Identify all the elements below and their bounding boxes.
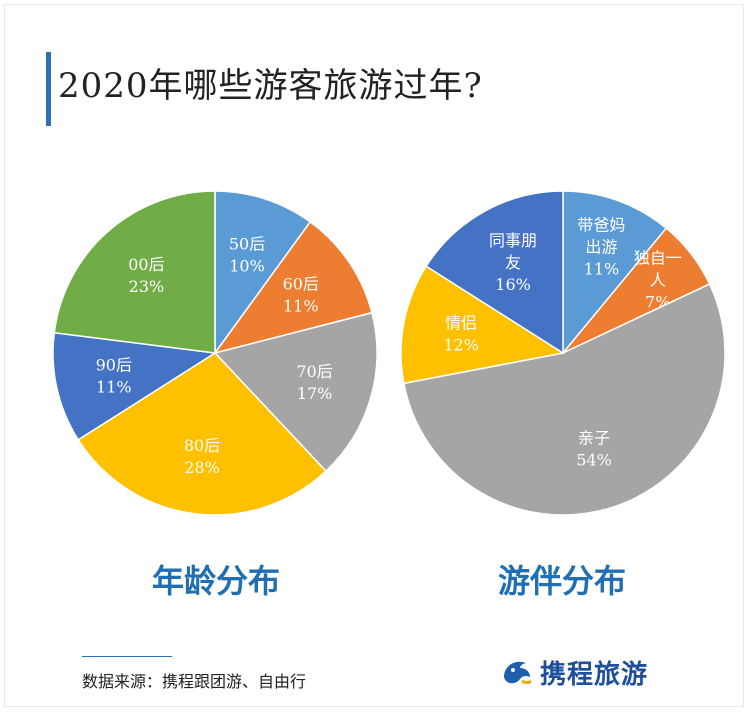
logo-text: 携程旅游	[540, 659, 649, 690]
card-frame	[4, 4, 744, 707]
slice-category-label: 同事朋	[489, 231, 537, 250]
slice-percent-label: 16%	[495, 275, 531, 294]
slice-category-label: 80后	[184, 436, 220, 455]
pie-slice	[52, 331, 218, 441]
pie-slice	[77, 352, 327, 516]
slice-percent-label: 11%	[584, 259, 620, 278]
slice-percent-label: 11%	[96, 378, 132, 397]
pie-slice	[213, 220, 373, 355]
slice-percent-label: 11%	[283, 297, 319, 316]
slice-category-label: 70后	[296, 362, 332, 381]
companion-chart-caption: 游伴分布	[497, 562, 626, 600]
slice-category-label: 人	[650, 271, 666, 290]
slice-category-label: 友	[505, 253, 521, 272]
pie-slice	[425, 190, 564, 355]
age-chart-caption: 年龄分布	[151, 562, 280, 600]
slice-category-label: 独自一	[634, 249, 682, 268]
slice-category-label: 亲子	[578, 429, 610, 448]
slice-percent-label: 28%	[184, 458, 220, 477]
pie-slice	[402, 283, 726, 516]
slice-category-label: 00后	[128, 255, 164, 274]
slice-category-label: 60后	[283, 275, 319, 294]
dolphin-logo-icon	[504, 661, 533, 684]
footer-divider	[82, 656, 172, 657]
slice-percent-label: 12%	[443, 336, 479, 355]
ctrip-logo: 携程旅游	[500, 652, 648, 692]
slice-percent-label: 54%	[576, 451, 612, 470]
slice-category-label: 情侣	[445, 314, 477, 333]
slice-percent-label: 23%	[129, 277, 165, 296]
slice-percent-label: 10%	[229, 256, 265, 275]
page-title: 2020年哪些游客旅游过年?	[58, 66, 483, 106]
age-pie-chart: 50后 10% 60后 11% 70后 17% 80后 28% 90后 11% 00后 23%	[52, 190, 378, 516]
pie-slice	[400, 265, 566, 385]
pie-slice	[53, 190, 216, 354]
slice-category-label: 90后	[96, 356, 132, 375]
data-source-note: 数据来源：携程跟团游、自由行	[82, 672, 307, 691]
pie-slice	[562, 190, 668, 356]
title-accent-bar	[46, 52, 51, 126]
slice-percent-label: 17%	[297, 384, 333, 403]
slice-category-label: 出游	[585, 237, 617, 256]
slice-category-label: 带爸妈	[577, 215, 625, 234]
pie-slice	[213, 311, 378, 473]
pie-slice	[214, 190, 312, 356]
slice-category-label: 50后	[229, 234, 265, 253]
